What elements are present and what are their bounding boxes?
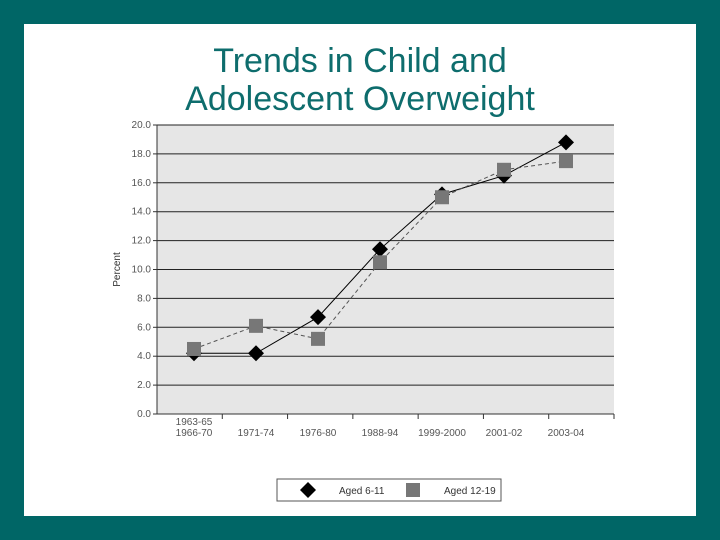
data-point-aged-12-19 xyxy=(311,331,325,346)
data-point-aged-12-19 xyxy=(249,318,263,333)
x-tick-label: 2003-04 xyxy=(548,428,585,439)
line-chart: 0.02.04.06.08.010.012.014.016.018.020.0 … xyxy=(112,120,615,502)
y-tick-label: 10.0 xyxy=(132,265,152,276)
data-point-aged-6-11 xyxy=(558,134,574,151)
data-point-aged-6-11 xyxy=(248,345,264,362)
y-tick-label: 18.0 xyxy=(132,149,152,160)
x-tick-label: 1988-94 xyxy=(362,428,399,439)
x-tick-label: 1976-80 xyxy=(300,428,337,439)
title-line-2: Adolescent Overweight xyxy=(185,80,535,118)
x-tick-label: 2001-02 xyxy=(486,428,523,439)
data-point-aged-12-19 xyxy=(187,341,201,356)
y-axis-ticks: 0.0 2.0 4.0 6.0 8.0 10.0 12.0 14.0 16.0 18.0 20.0 xyxy=(132,120,157,420)
x-tick-label: 1999-2000 xyxy=(418,428,466,439)
data-point-aged-12-19 xyxy=(497,162,511,177)
y-tick-label: 16.0 xyxy=(132,178,152,189)
data-point-aged-12-19 xyxy=(373,255,387,270)
y-tick-label: 4.0 xyxy=(137,351,151,362)
y-tick-label: 0.0 xyxy=(137,409,151,420)
y-tick-label: 6.0 xyxy=(137,322,151,333)
series-layer xyxy=(186,134,574,362)
data-point-aged-6-11 xyxy=(310,309,326,326)
legend-label-aged-12-19: Aged 12-19 xyxy=(444,486,496,497)
data-point-aged-12-19 xyxy=(559,154,573,169)
data-point-aged-6-11 xyxy=(372,241,388,258)
x-tick-label-line2: 1966-70 xyxy=(176,428,213,439)
legend-label-aged-6-11: Aged 6-11 xyxy=(339,486,385,497)
y-tick-label: 2.0 xyxy=(137,380,151,391)
data-point-aged-12-19 xyxy=(435,190,449,205)
y-axis-title: Percent xyxy=(112,252,123,287)
legend: Aged 6-11 Aged 12-19 xyxy=(276,478,502,502)
title-line-1: Trends in Child and xyxy=(213,42,507,80)
x-tick-label: 1971-74 xyxy=(238,428,275,439)
y-tick-label: 8.0 xyxy=(137,293,151,304)
y-tick-label: 20.0 xyxy=(132,120,152,131)
legend-box xyxy=(276,478,502,502)
grid-lines xyxy=(157,124,614,415)
y-tick-label: 12.0 xyxy=(132,236,152,247)
legend-marker-square xyxy=(406,483,420,497)
x-tick-label: 1963-65 xyxy=(176,417,213,428)
slide-title: Trends in Child and Adolescent Overweigh… xyxy=(24,42,696,118)
slide: Trends in Child and Adolescent Overweigh… xyxy=(24,24,696,516)
legend-marker-diamond xyxy=(300,482,316,498)
y-tick-label: 14.0 xyxy=(132,207,152,218)
